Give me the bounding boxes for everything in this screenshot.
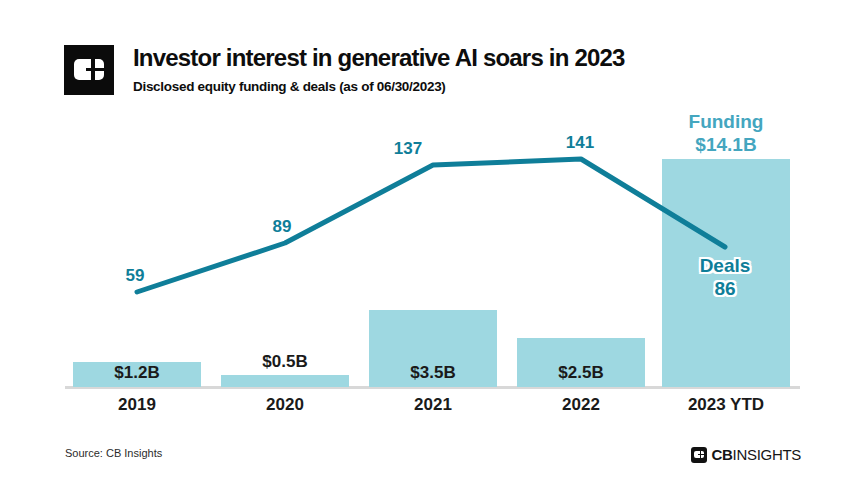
deals-point-label: 89 — [252, 217, 312, 237]
cb-insights-glyph-icon — [74, 59, 104, 80]
cb-insights-wordmark-text: CBINSIGHTS — [711, 446, 801, 463]
x-axis-label-2022: 2022 — [511, 395, 651, 415]
funding-bar-2020 — [221, 375, 349, 387]
chart-subtitle: Disclosed equity funding & deals (as of … — [133, 79, 446, 94]
cb-insights-wordmark: CBINSIGHTS — [691, 446, 801, 463]
deals-annotation: Deals 86 — [655, 254, 795, 300]
source-credit: Source: CB Insights — [65, 447, 162, 459]
funding-value-label: $2.5B — [521, 363, 641, 383]
infographic-canvas: Investor interest in generative AI soars… — [0, 0, 865, 487]
funding-annotation-value: $14.1B — [656, 133, 796, 156]
chart-title: Investor interest in generative AI soars… — [133, 44, 625, 72]
funding-annotation: Funding $14.1B — [656, 110, 796, 156]
funding-value-label: $3.5B — [373, 363, 493, 383]
cb-insights-footer-icon — [691, 447, 707, 463]
funding-value-label: $1.2B — [77, 363, 197, 383]
deals-point-label: 59 — [105, 266, 165, 286]
deals-annotation-title: Deals — [655, 254, 795, 277]
x-axis-label-2019: 2019 — [67, 395, 207, 415]
deals-point-label: 137 — [378, 139, 438, 159]
deals-point-label: 141 — [550, 133, 610, 153]
funding-annotation-title: Funding — [656, 110, 796, 133]
x-axis-label-2020: 2020 — [215, 395, 355, 415]
x-axis-label-2021: 2021 — [363, 395, 503, 415]
cb-insights-logo-mark — [64, 45, 114, 95]
x-axis-label-2023-ytd: 2023 YTD — [656, 395, 796, 415]
funding-value-label: $0.5B — [225, 352, 345, 372]
deals-annotation-value: 86 — [655, 277, 795, 300]
